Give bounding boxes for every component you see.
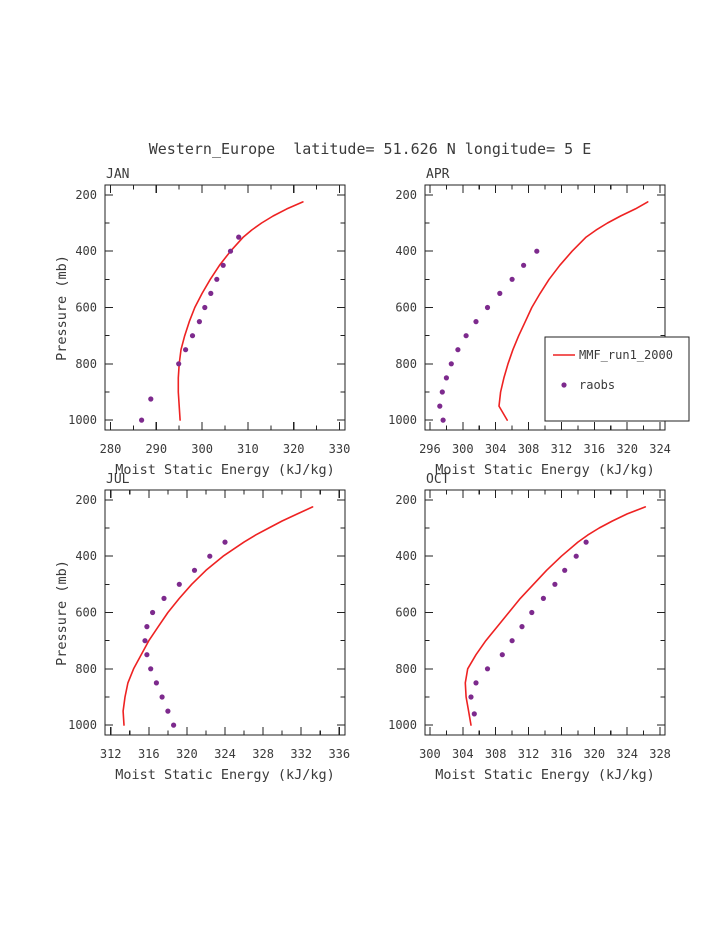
y-tick-label: 800: [395, 662, 417, 676]
raobs-dots: [139, 234, 242, 423]
x-tick-label: 320: [583, 747, 605, 761]
y-tick-label: 200: [75, 493, 97, 507]
model-line: [177, 201, 304, 421]
raobs-dots: [437, 248, 540, 423]
legend-dot-label: raobs: [579, 378, 615, 392]
y-tick-label: 1000: [388, 413, 417, 427]
model-line: [498, 201, 649, 421]
y-tick-label: 600: [75, 301, 97, 315]
x-tick-label: 336: [328, 747, 350, 761]
apr-chart: 296 300 304 308 312 316 320 324 200 400 600 800 1000…: [388, 167, 690, 478]
x-tick-label: 300: [452, 442, 474, 456]
y-tick-label: 400: [75, 549, 97, 563]
x-tick-label: 296: [419, 442, 441, 456]
x-tick-label: 316: [583, 442, 605, 456]
panel-month-label: APR: [426, 167, 450, 182]
axis-ticks: [425, 490, 665, 735]
y-tick-label: 400: [75, 244, 97, 258]
y-tick-label: 600: [395, 606, 417, 620]
x-tick-label: 310: [237, 442, 259, 456]
legend-dot-sample: [561, 382, 567, 388]
x-tick-label: 308: [518, 442, 540, 456]
x-tick-label: 280: [100, 442, 122, 456]
x-tick-label: 320: [283, 442, 305, 456]
jan-chart: 280 290 300 310 320 330 200 400 600 800 1000 JAN Moi…: [68, 167, 351, 478]
x-tick-label: 324: [649, 442, 671, 456]
x-axis-title: Moist Static Energy (kJ/kg): [435, 767, 654, 783]
panel-apr: 296 300 304 308 312 316 320 324 200 400 600 800 1000…: [365, 165, 723, 478]
x-axis-title: Moist Static Energy (kJ/kg): [115, 462, 334, 478]
axis-ticks: [105, 185, 345, 430]
jul-chart: 312 316 320 324 328 332 336 200 400 600 800 1000 JUL…: [68, 472, 350, 783]
x-tick-label: 312: [518, 747, 540, 761]
y-tick-label: 1000: [68, 718, 97, 732]
panel-month-label: OCT: [426, 472, 450, 487]
panel-month-label: JUL: [106, 472, 130, 487]
y-tick-label: 200: [395, 188, 417, 202]
x-tick-label: 324: [214, 747, 236, 761]
x-tick-label: 330: [329, 442, 351, 456]
axis-ticks: [105, 490, 345, 735]
panel-jan: 280 290 300 310 320 330 200 400 600 800 1000 JAN Moi…: [45, 165, 405, 478]
x-tick-label: 308: [485, 747, 507, 761]
raobs-dots: [142, 539, 228, 728]
y-tick-label: 800: [75, 357, 97, 371]
model-line: [122, 506, 314, 726]
panel-month-label: JAN: [106, 167, 129, 182]
plot-frame: [424, 489, 666, 736]
y-tick-label: 400: [395, 549, 417, 563]
x-tick-label: 304: [452, 747, 474, 761]
x-axis-title: Moist Static Energy (kJ/kg): [435, 462, 654, 478]
axis-ticks: [425, 185, 665, 430]
oct-chart: 300 304 308 312 316 320 324 328 200 400 600 800 1000…: [388, 472, 671, 783]
raobs-dots: [468, 539, 589, 717]
x-tick-label: 320: [176, 747, 198, 761]
x-tick-label: 324: [616, 747, 638, 761]
x-tick-label: 316: [138, 747, 160, 761]
x-tick-label: 320: [616, 442, 638, 456]
x-tick-label: 328: [252, 747, 274, 761]
legend-line-label: MMF_run1_2000: [579, 348, 673, 362]
y-tick-label: 200: [395, 493, 417, 507]
x-tick-label: 316: [551, 747, 573, 761]
x-tick-label: 332: [290, 747, 312, 761]
y-tick-label: 200: [75, 188, 97, 202]
y-tick-label: 1000: [388, 718, 417, 732]
plot-frame: [104, 184, 346, 431]
y-tick-label: 600: [75, 606, 97, 620]
y-tick-label: 800: [75, 662, 97, 676]
plot-frame: [424, 184, 666, 431]
x-tick-label: 328: [649, 747, 671, 761]
figure-title: Western_Europe latitude= 51.626 N longit…: [148, 140, 592, 158]
x-tick-label: 290: [145, 442, 167, 456]
panel-jul: 312 316 320 324 328 332 336 200 400 600 800 1000 JUL…: [45, 470, 405, 783]
x-tick-label: 304: [485, 442, 507, 456]
y-tick-label: 600: [395, 301, 417, 315]
y-tick-label: 1000: [68, 413, 97, 427]
y-tick-label: 800: [395, 357, 417, 371]
model-line: [464, 506, 647, 726]
x-tick-label: 312: [551, 442, 573, 456]
y-tick-label: 400: [395, 244, 417, 258]
x-tick-label: 312: [100, 747, 122, 761]
panel-oct: 300 304 308 312 316 320 324 328 200 400 600 800 1000…: [365, 470, 723, 783]
x-tick-label: 300: [191, 442, 213, 456]
x-axis-title: Moist Static Energy (kJ/kg): [115, 767, 334, 783]
x-tick-label: 300: [419, 747, 441, 761]
plot-frame: [104, 489, 346, 736]
